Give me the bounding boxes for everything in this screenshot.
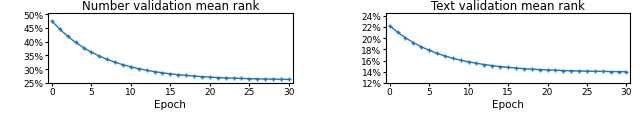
Title: Number validation mean rank: Number validation mean rank [82, 0, 259, 13]
X-axis label: Epoch: Epoch [492, 99, 524, 109]
Title: Text validation mean rank: Text validation mean rank [431, 0, 585, 13]
X-axis label: Epoch: Epoch [154, 99, 186, 109]
